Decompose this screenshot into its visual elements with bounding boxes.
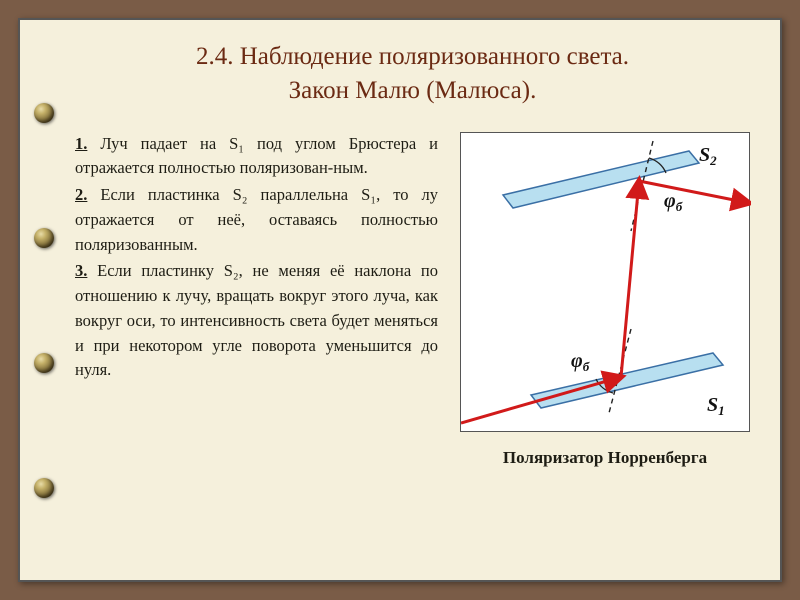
plate-s1 [531,353,723,408]
paragraph-1: 1. Луч падает на S₁ под углом Брюстера и… [75,132,438,182]
title-block: 2.4. Наблюдение поляризованного света. З… [75,40,750,108]
diagram-column: S1 S2 φб φб Поляризатор Норренберга [460,132,750,468]
polarizer-diagram: S1 S2 φб φб [461,133,751,433]
ray-incident [461,377,621,423]
paragraph-3: 3. Если пластинку S₂, не меняя её наклон… [75,259,438,383]
label-s1: S1 [707,394,725,418]
rivet-icon [34,353,54,373]
para-num: 2. [75,185,87,204]
ray-vertical [621,181,639,377]
normal-lower [609,329,631,413]
label-phi-1: φб [571,350,590,374]
diagram-box: S1 S2 φб φб [460,132,750,432]
diagram-caption: Поляризатор Норренберга [460,448,750,468]
rivet-icon [34,103,54,123]
outer-frame: 2.4. Наблюдение поляризованного света. З… [0,0,800,600]
label-s2: S2 [699,144,717,168]
para-text: Если пластинка S₂ параллельна S₁, то лу … [75,185,438,254]
label-phi-2: φб [664,190,683,214]
title-line-1: 2.4. Наблюдение поляризованного света. [75,40,750,74]
content-row: 1. Луч падает на S₁ под углом Брюстера и… [75,132,750,468]
para-text: Если пластинку S₂, не меняя её наклона п… [75,261,438,379]
para-num: 3. [75,261,87,280]
ray-exit [639,181,749,203]
text-column: 1. Луч падает на S₁ под углом Брюстера и… [75,132,438,468]
para-text: Луч падает на S₁ под углом Брюстера и от… [75,134,438,178]
rivet-icon [34,228,54,248]
rivet-column [34,20,58,580]
title-line-2: Закон Малю (Малюса). [75,74,750,108]
slide-card: 2.4. Наблюдение поляризованного света. З… [18,18,782,582]
paragraph-2: 2. Если пластинка S₂ параллельна S₁, то … [75,183,438,257]
rivet-icon [34,478,54,498]
para-num: 1. [75,134,87,153]
